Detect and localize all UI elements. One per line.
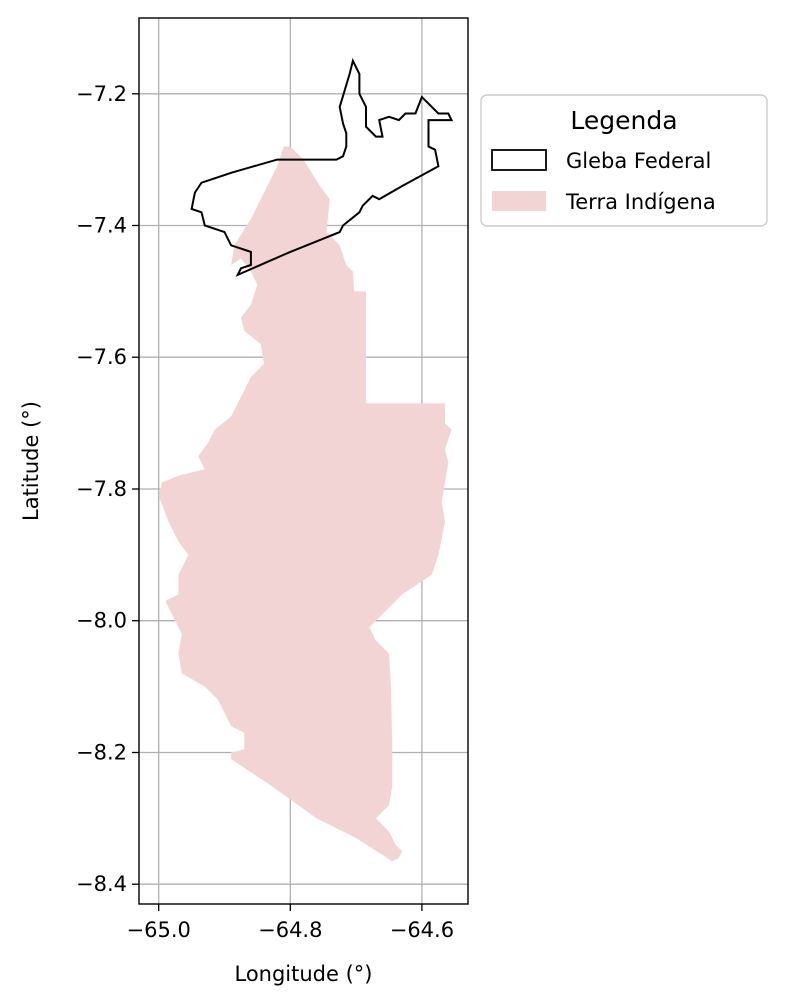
x-tick-label: −64.8 xyxy=(258,918,322,942)
terra-ind-gena-polygon xyxy=(158,146,452,862)
axis-ticks: −65.0 −64.8 −64.6 −7.2 −7.4 −7.6 −7.8 −8.0 −8.2 −… xyxy=(76,82,454,942)
legend-swatch-gleba-federal xyxy=(491,149,547,171)
y-tick-label: −7.8 xyxy=(76,477,127,501)
y-tick-label: −8.2 xyxy=(76,741,127,765)
plot-frame xyxy=(138,17,469,905)
y-tick-label: −8.4 xyxy=(76,872,127,896)
y-tick-label: −7.4 xyxy=(76,214,127,238)
gleba-federal-polygon xyxy=(190,57,454,277)
legend-title: Legenda xyxy=(570,106,677,135)
y-tick-label: −7.2 xyxy=(76,82,127,106)
legend-label-gleba-federal: Gleba Federal xyxy=(566,149,711,173)
legend: Legenda Gleba Federal Terra Indígena xyxy=(480,94,768,227)
y-axis-label: Latitude (°) xyxy=(19,401,43,521)
legend-swatch-terra-indigena xyxy=(492,191,546,211)
x-tick-label: −64.6 xyxy=(390,918,454,942)
legend-label-terra-indigena: Terra Indígena xyxy=(565,190,716,214)
legend-box xyxy=(480,94,768,227)
x-axis-label: Longitude (°) xyxy=(234,962,372,986)
x-tick-label: −65.0 xyxy=(127,918,191,942)
y-tick-label: −8.0 xyxy=(76,609,127,633)
y-tick-label: −7.6 xyxy=(76,345,127,369)
map-layers xyxy=(158,57,454,862)
